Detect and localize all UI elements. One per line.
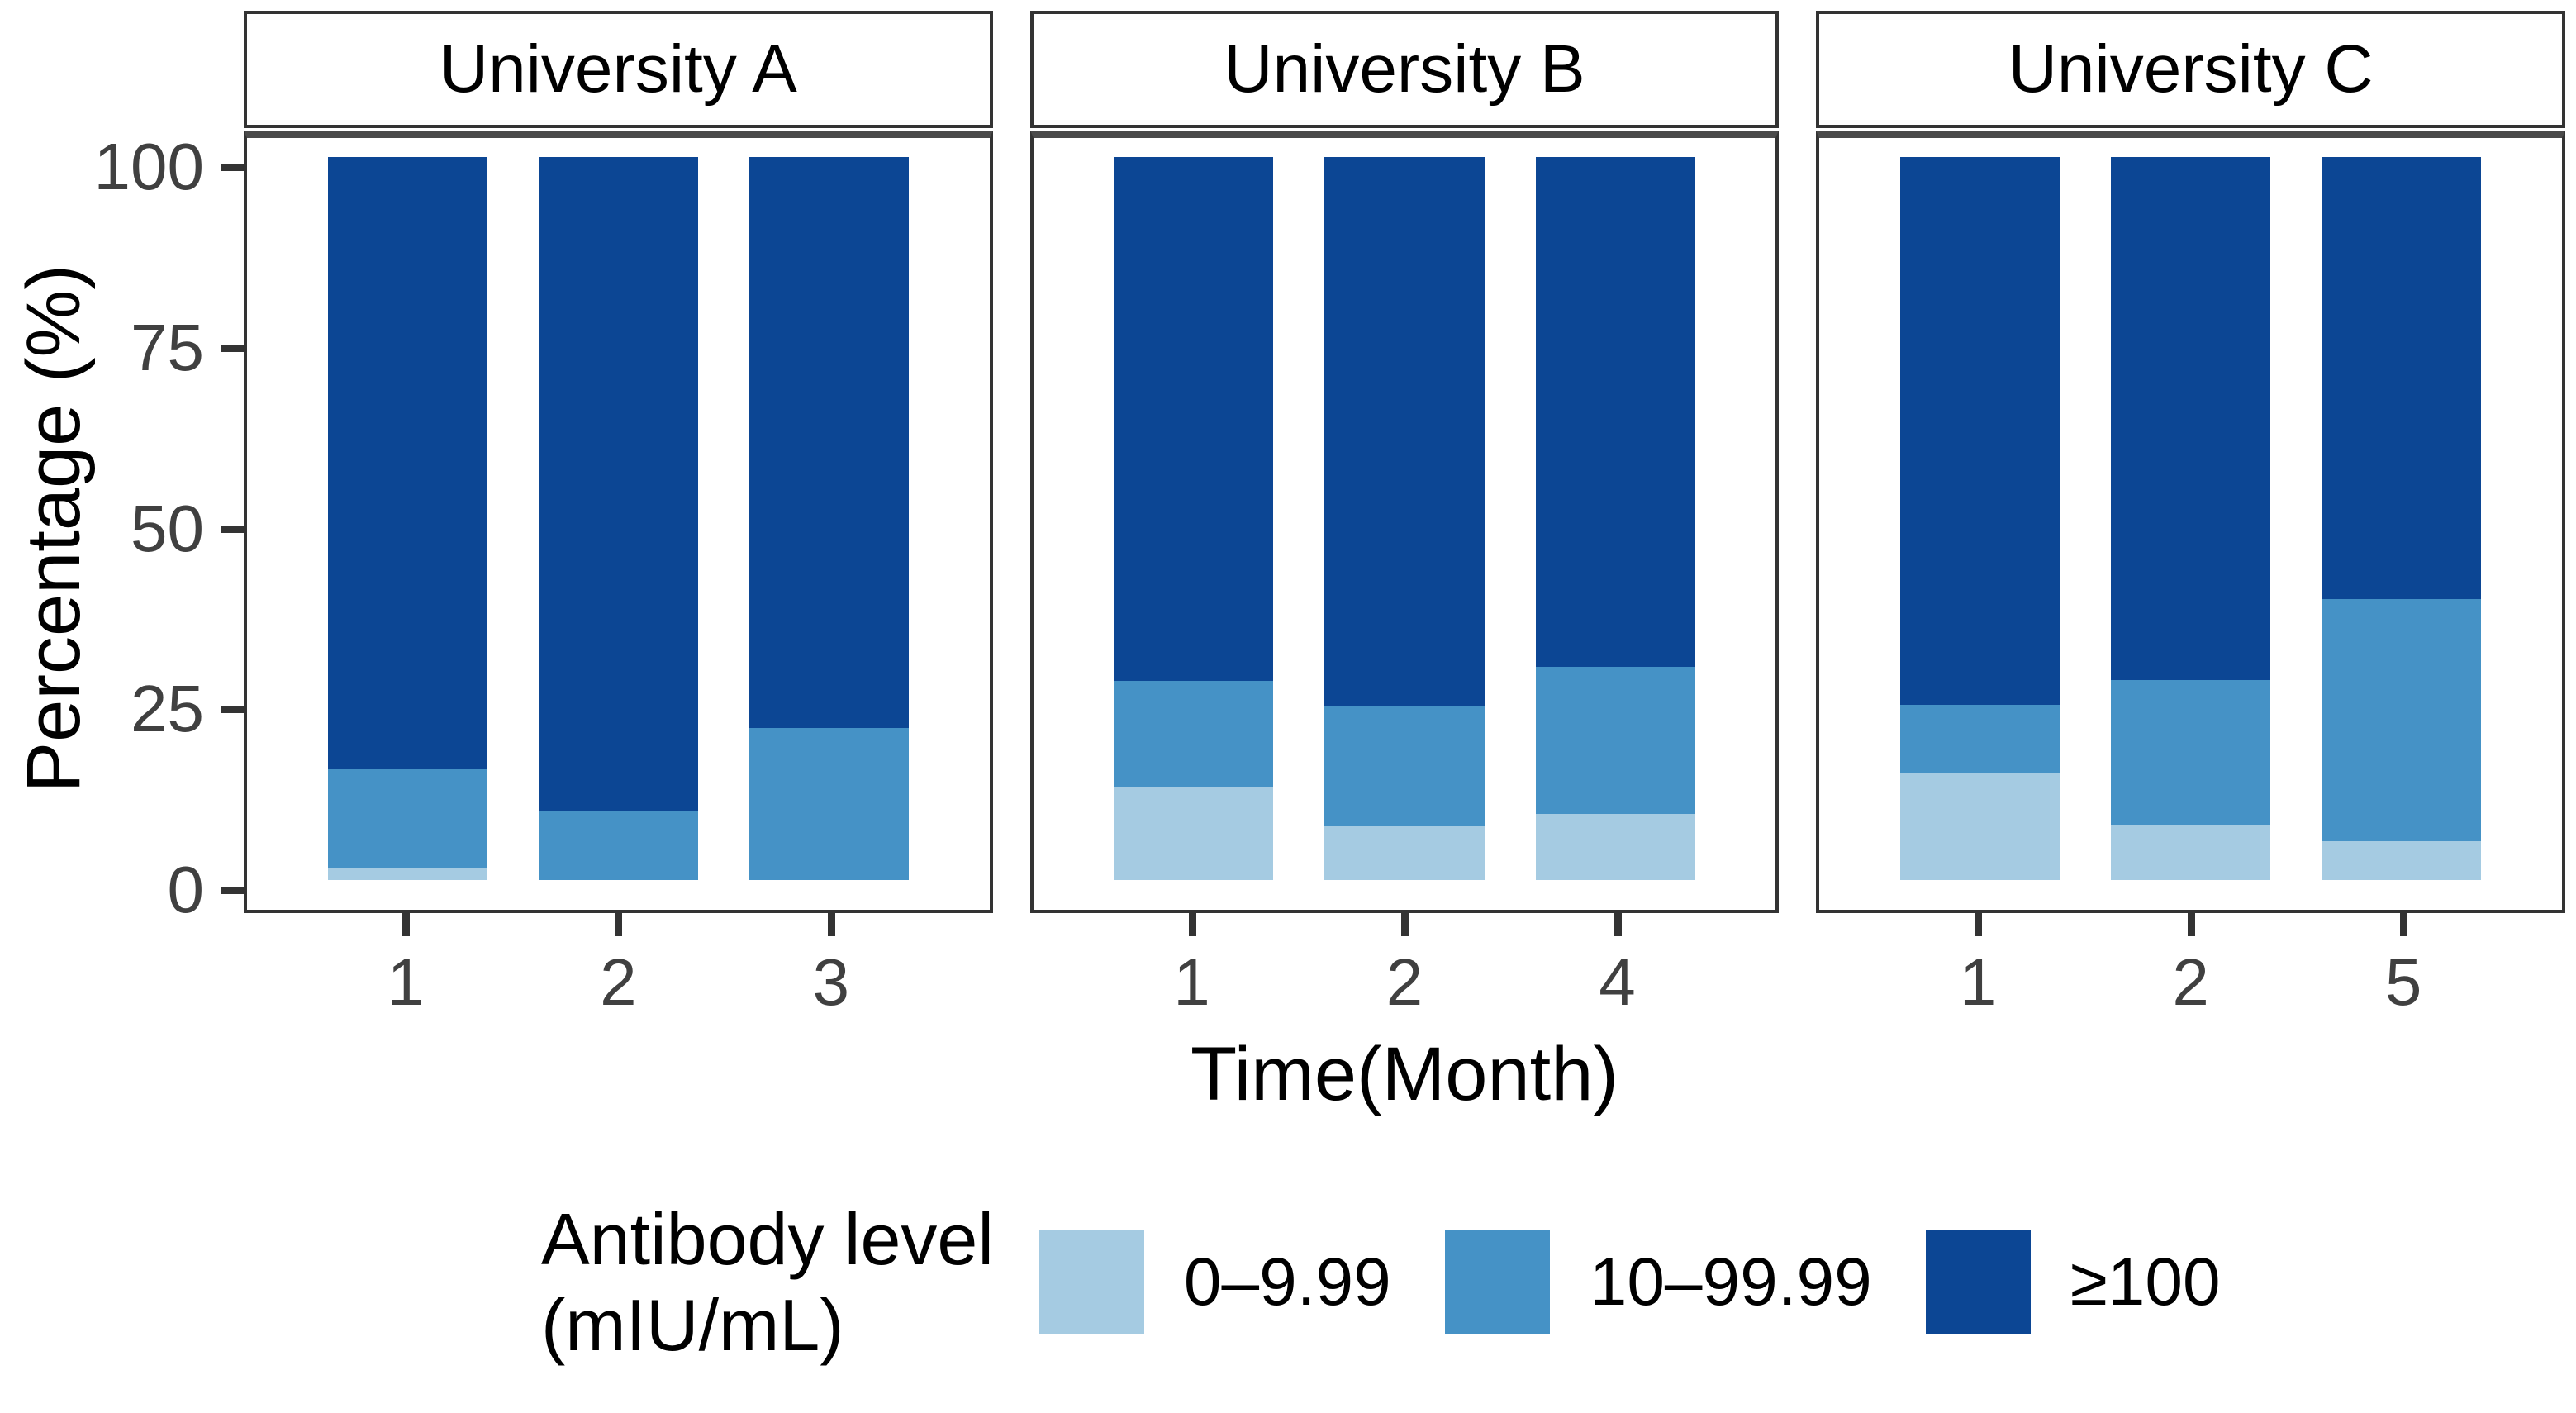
x-axis-title: Time(Month) — [1191, 1032, 1618, 1116]
bar-segment-low — [2322, 840, 2482, 880]
x-tick-mark — [1975, 913, 1983, 936]
facet-strip-title: University A — [244, 11, 993, 128]
y-tick-label: 0 — [167, 853, 205, 926]
y-tick-mark — [221, 887, 244, 894]
x-tick-label: 2 — [2172, 945, 2209, 1019]
plot-panel — [244, 131, 993, 913]
legend-item-2: ≥100 — [1925, 1230, 2221, 1335]
bar-segment-mid — [1899, 705, 2060, 773]
bar-segment-high — [1535, 157, 1695, 667]
x-axis-ticks: 1 2 3 — [244, 913, 993, 1029]
y-tick-label: 25 — [131, 672, 204, 746]
facet-panel-a: University A 1 2 3 — [244, 11, 993, 1029]
legend-item-1: 10–99.99 — [1444, 1230, 1872, 1335]
legend-swatch — [1444, 1230, 1550, 1335]
bar-segment-low — [1535, 814, 1695, 880]
x-tick-mark — [2187, 913, 2195, 936]
bar-segment-high — [1324, 157, 1485, 706]
x-tick-mark — [615, 913, 623, 936]
bar-segment-high — [749, 157, 910, 729]
stacked-bar-month-4 — [1535, 157, 1695, 880]
legend: Antibody level (mIU/mL) 0–9.99 10–99.99 ≥1… — [541, 1197, 2576, 1368]
stacked-bar-month-2 — [1324, 157, 1485, 880]
x-tick-label: 3 — [812, 945, 850, 1019]
x-tick-label: 5 — [2384, 945, 2422, 1019]
legend-label: ≥100 — [2070, 1244, 2221, 1320]
legend-title-line1: Antibody level — [541, 1198, 994, 1280]
bar-segment-high — [2111, 157, 2271, 680]
x-tick-label: 4 — [1599, 945, 1636, 1019]
bar-segment-mid — [327, 769, 487, 868]
x-tick-label: 1 — [1959, 945, 1997, 1019]
x-axis-ticks: 1 2 5 — [1816, 913, 2565, 1029]
facet-panels: University A 1 2 3 University B 1 2 4 University… — [244, 11, 2566, 1029]
bar-segment-low — [2111, 825, 2271, 880]
facet-panel-b: University B 1 2 4 — [1029, 11, 1780, 1029]
x-tick-label: 1 — [1173, 945, 1210, 1019]
stacked-bar-month-2 — [538, 157, 698, 880]
bar-segment-low — [1324, 826, 1485, 880]
bar-segment-low — [1899, 773, 2060, 880]
x-tick-mark — [827, 913, 835, 936]
legend-swatch — [1925, 1230, 2031, 1335]
legend-swatch — [1038, 1230, 1144, 1335]
x-tick-mark — [2400, 913, 2408, 936]
y-tick-label: 75 — [131, 310, 204, 384]
y-tick-label: 100 — [93, 130, 204, 203]
stacked-bar-month-1 — [327, 157, 487, 880]
bar-segment-high — [327, 157, 487, 770]
legend-label: 10–99.99 — [1589, 1244, 1872, 1320]
bar-segment-high — [1899, 157, 2060, 706]
bar-segment-mid — [1324, 706, 1485, 827]
bar-segment-mid — [1535, 666, 1695, 815]
x-axis-ticks: 1 2 4 — [1030, 913, 1780, 1029]
bar-segment-mid — [1114, 680, 1274, 787]
stacked-bar-month-2 — [2111, 157, 2271, 880]
stacked-bar-month-5 — [2322, 157, 2482, 880]
x-tick-label: 2 — [1385, 945, 1423, 1019]
legend-title: Antibody level (mIU/mL) — [541, 1197, 994, 1368]
bar-segment-mid — [538, 811, 698, 880]
facet-strip-title: University C — [1816, 11, 2566, 128]
x-tick-mark — [402, 913, 410, 936]
y-tick-label: 50 — [131, 491, 204, 565]
bar-segment-low — [327, 868, 487, 880]
facet-panel-c: University C 1 2 5 — [1816, 11, 2566, 1029]
y-tick-mark — [221, 525, 244, 533]
x-tick-mark — [1188, 913, 1196, 936]
x-tick-mark — [1614, 913, 1622, 936]
legend-title-line2: (mIU/mL) — [541, 1283, 844, 1366]
x-tick-label: 2 — [600, 945, 637, 1019]
y-tick-mark — [221, 164, 244, 171]
bar-segment-mid — [2111, 679, 2271, 826]
legend-item-0: 0–9.99 — [1038, 1230, 1391, 1335]
legend-label: 0–9.99 — [1183, 1244, 1391, 1320]
x-tick-mark — [1401, 913, 1409, 936]
x-tick-label: 1 — [387, 945, 425, 1019]
y-tick-mark — [221, 706, 244, 714]
plot-panel — [1816, 131, 2566, 913]
bar-segment-high — [538, 157, 698, 811]
bar-segment-mid — [749, 728, 910, 880]
bar-segment-high — [1114, 157, 1274, 681]
legend-items: 0–9.99 10–99.99 ≥100 — [1038, 1230, 2274, 1335]
stacked-bar-month-3 — [749, 157, 910, 880]
bar-segment-mid — [2322, 598, 2482, 841]
bar-segment-low — [1114, 787, 1274, 880]
stacked-bar-month-1 — [1899, 157, 2060, 880]
facet-strip-title: University B — [1029, 11, 1780, 128]
bar-segment-high — [2322, 157, 2482, 599]
stacked-bar-month-1 — [1114, 157, 1274, 880]
plot-panel — [1029, 131, 1780, 913]
y-tick-mark — [221, 344, 244, 352]
